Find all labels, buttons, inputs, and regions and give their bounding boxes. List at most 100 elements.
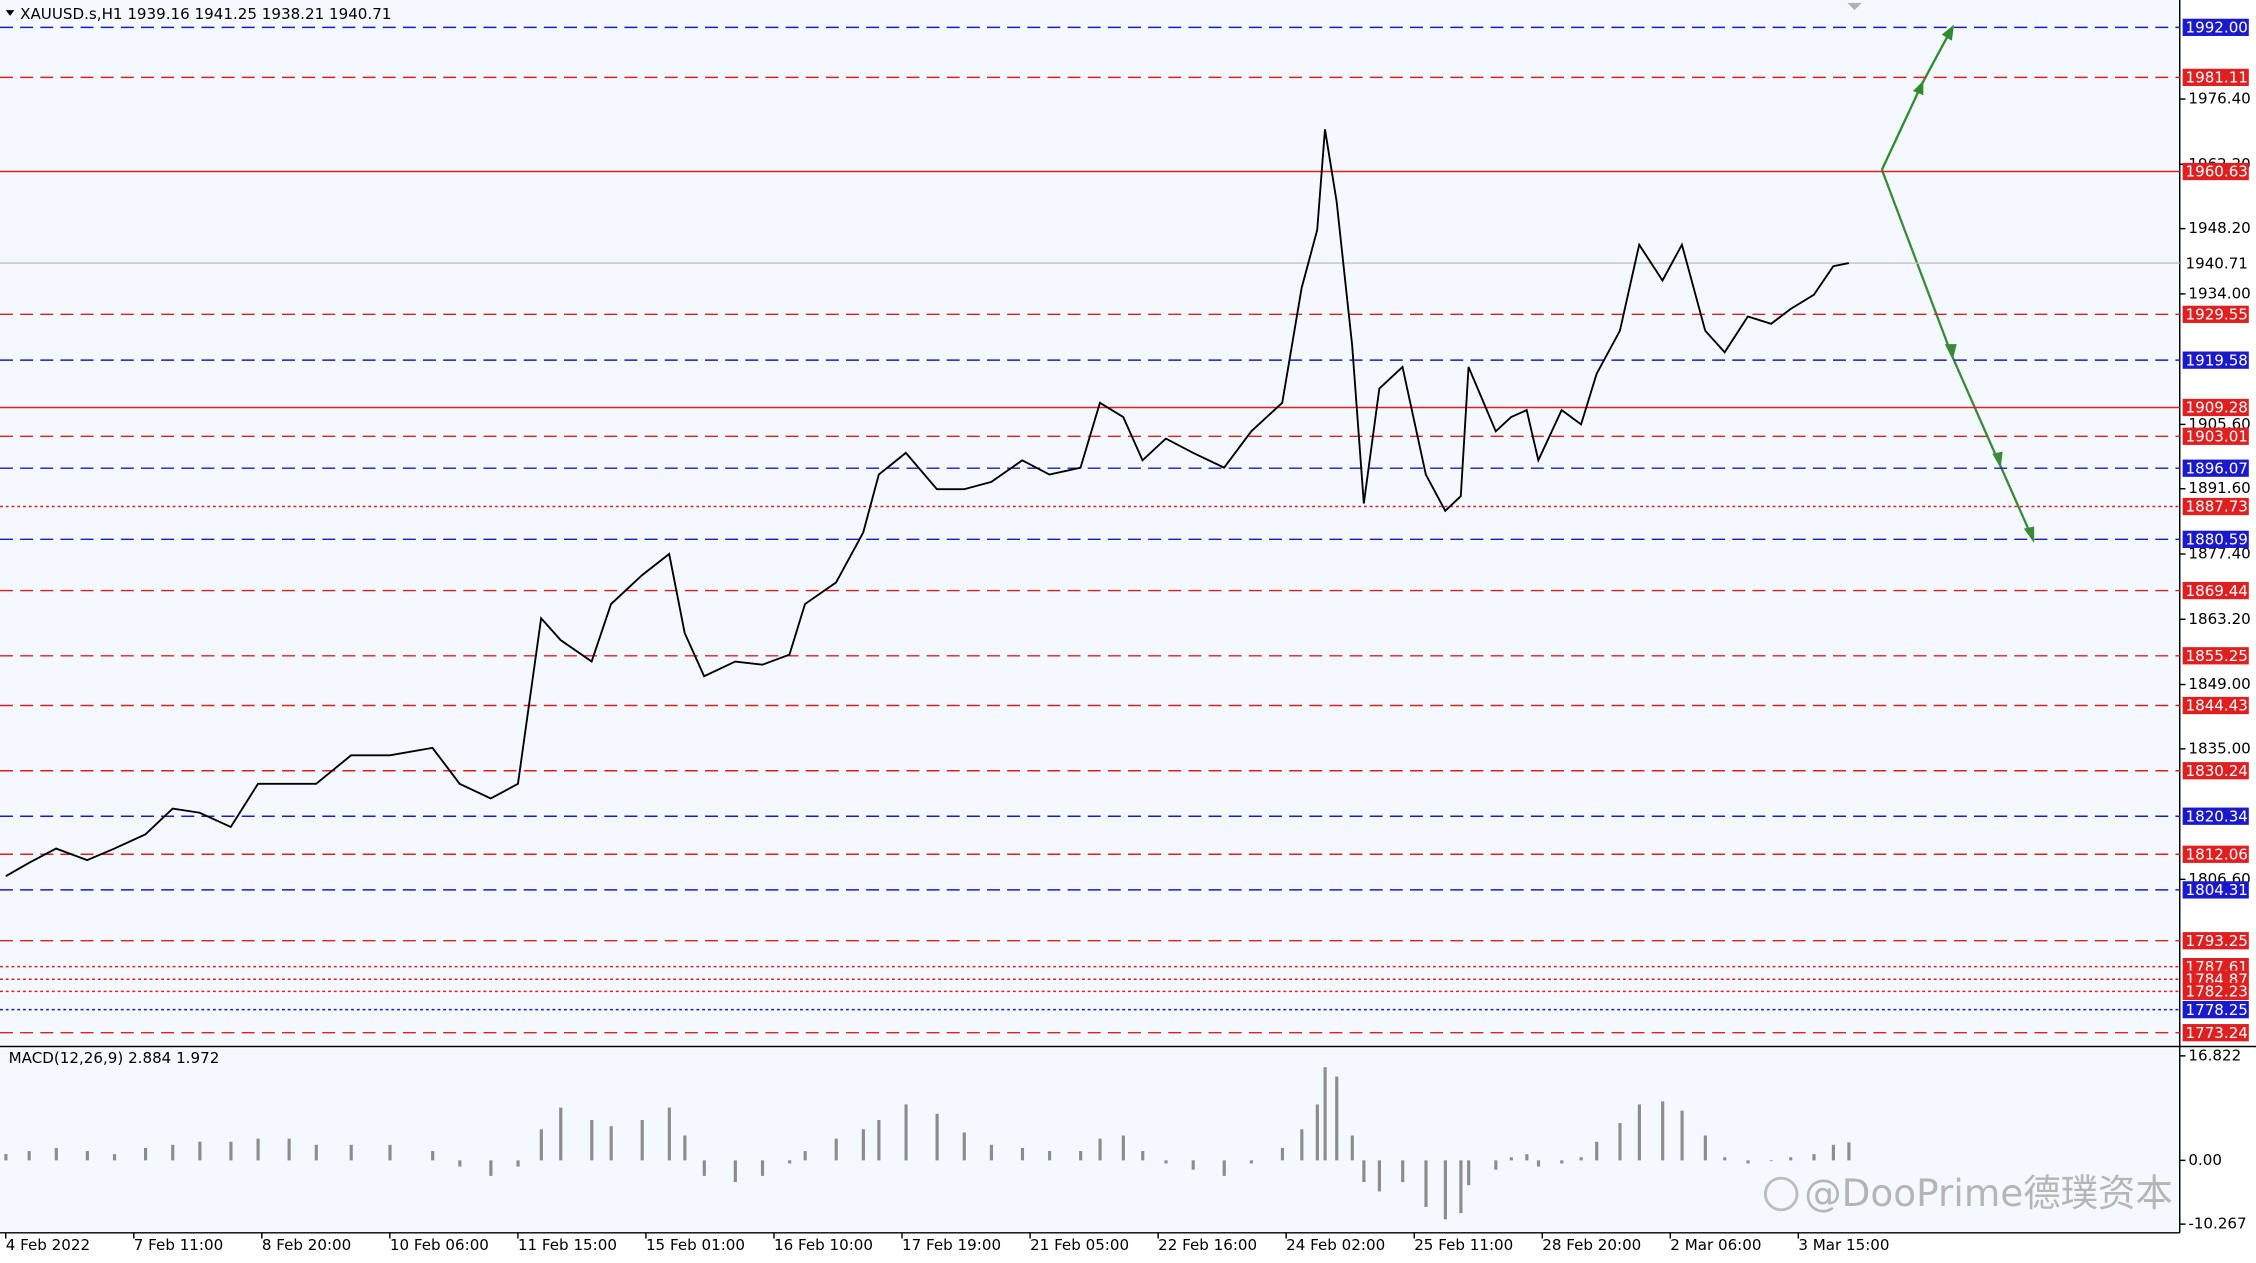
macd-bar [861, 1129, 865, 1161]
macd-bar [143, 1147, 148, 1161]
macd-bar [1315, 1104, 1319, 1161]
macd-bar [85, 1151, 89, 1161]
macd-bar [171, 1144, 175, 1161]
level-label: 1778.25 [2185, 1001, 2247, 1019]
x-tick-label: 11 Feb 15:00 [518, 1236, 617, 1254]
level-label: 1903.01 [2185, 428, 2247, 446]
macd-bar [1424, 1160, 1428, 1207]
x-tick-label: 2 Mar 06:00 [1670, 1236, 1761, 1254]
level-label: 1929.55 [2185, 306, 2247, 324]
macd-bar [904, 1104, 908, 1161]
level-label: 1887.73 [2185, 498, 2247, 516]
macd-bar [1847, 1142, 1851, 1161]
chart-title: XAUUSD.s,H1 1939.16 1941.25 1938.21 1940… [20, 5, 391, 23]
level-label-bg [2182, 762, 2249, 780]
macd-bar [1637, 1104, 1641, 1161]
y-tick-label: -10.267 [2188, 1215, 2246, 1233]
level-label-bg [2182, 162, 2249, 181]
macd-bar [1536, 1160, 1541, 1167]
macd-bar [1048, 1151, 1052, 1161]
macd-bar [1164, 1160, 1168, 1164]
y-tick-label: 1948.20 [2188, 219, 2250, 237]
macd-bar [877, 1119, 881, 1161]
macd-bar [198, 1141, 202, 1161]
x-tick-label: 8 Feb 20:00 [262, 1236, 351, 1254]
level-label-bg [2182, 254, 2249, 272]
x-tick-label: 4 Feb 2022 [6, 1236, 90, 1254]
level-label: 1855.25 [2185, 647, 2247, 665]
macd-bar [388, 1144, 392, 1161]
macd-bar [1703, 1135, 1707, 1161]
macd-bar [1812, 1154, 1816, 1161]
level-label-bg [2182, 881, 2249, 899]
x-tick-label: 17 Feb 19:00 [902, 1236, 1001, 1254]
level-label-bg [2182, 351, 2249, 369]
watermark-icon [1763, 1176, 1799, 1212]
macd-bar [458, 1160, 462, 1167]
macd-bar [1335, 1076, 1339, 1161]
y-tick-label: 1934.00 [2188, 284, 2250, 302]
macd-bar [516, 1160, 520, 1167]
macd-bar [1618, 1123, 1622, 1161]
level-label: 1830.24 [2185, 762, 2247, 780]
macd-bar [1323, 1067, 1327, 1161]
arrow-head [1992, 451, 2003, 469]
arrow-head [1912, 80, 1924, 96]
level-label: 1773.24 [2185, 1024, 2247, 1042]
macd-title: MACD(12,26,9) 2.884 1.972 [9, 1049, 220, 1067]
watermark-text: @DooPrime德璞资本 [1804, 1171, 2173, 1215]
level-label: 1820.34 [2185, 807, 2247, 825]
y-tick-label: 1877.40 [2188, 544, 2250, 562]
macd-bar [1789, 1157, 1793, 1161]
menu-triangle[interactable] [5, 10, 15, 16]
macd-bar [1300, 1129, 1304, 1161]
macd-bar [1249, 1160, 1253, 1164]
arrow-head [2023, 526, 2035, 544]
level-label-bg [2182, 497, 2249, 516]
level-label-bg [2182, 845, 2249, 863]
level-label-bg [2182, 427, 2249, 445]
level-label: 1793.25 [2185, 932, 2247, 950]
level-label-bg [2182, 581, 2249, 600]
watermark: @DooPrime德璞资本 [1763, 1171, 2173, 1215]
macd-bar [1746, 1160, 1750, 1164]
macd-bar [1680, 1110, 1684, 1161]
x-tick-label: 3 Mar 15:00 [1798, 1236, 1889, 1254]
level-label: 1960.63 [2185, 163, 2247, 181]
level-label-bg [2182, 932, 2249, 950]
macd-bar [1222, 1160, 1226, 1176]
macd-bar [1459, 1160, 1463, 1214]
level-label: 1981.11 [2185, 69, 2247, 87]
macd-bar [1362, 1160, 1366, 1183]
macd-bar [1350, 1135, 1354, 1161]
macd-bar [1494, 1160, 1498, 1170]
x-tick-label: 28 Feb 20:00 [1542, 1236, 1641, 1254]
x-tick-label: 16 Feb 10:00 [774, 1236, 873, 1254]
macd-bar [1661, 1101, 1665, 1161]
macd-bar [1280, 1147, 1285, 1161]
macd-bar [559, 1107, 563, 1161]
macd-bar [27, 1151, 31, 1161]
macd-bar [1467, 1160, 1471, 1186]
y-tick-label: 0.00 [2188, 1151, 2222, 1169]
x-tick-label: 15 Feb 01:00 [646, 1236, 745, 1254]
macd-pane [0, 1048, 2180, 1233]
macd-bar [1525, 1154, 1529, 1161]
macd-bar [609, 1126, 613, 1161]
level-label: 1880.59 [2185, 531, 2247, 549]
macd-bar [1191, 1160, 1195, 1170]
level-label: 1804.31 [2185, 881, 2247, 899]
macd-bar [1401, 1160, 1405, 1183]
macd-bar [4, 1154, 8, 1161]
macd-bar [935, 1113, 939, 1161]
macd-bar [1020, 1147, 1025, 1161]
macd-bar [760, 1160, 765, 1176]
macd-bar [640, 1119, 644, 1161]
level-label-bg [2182, 68, 2249, 87]
macd-bar [112, 1154, 117, 1161]
macd-bar [1098, 1138, 1102, 1161]
level-label-bg [2182, 1001, 2249, 1019]
macd-bar [256, 1138, 260, 1161]
macd-bar [314, 1144, 318, 1161]
main-pane [0, 0, 2180, 1045]
